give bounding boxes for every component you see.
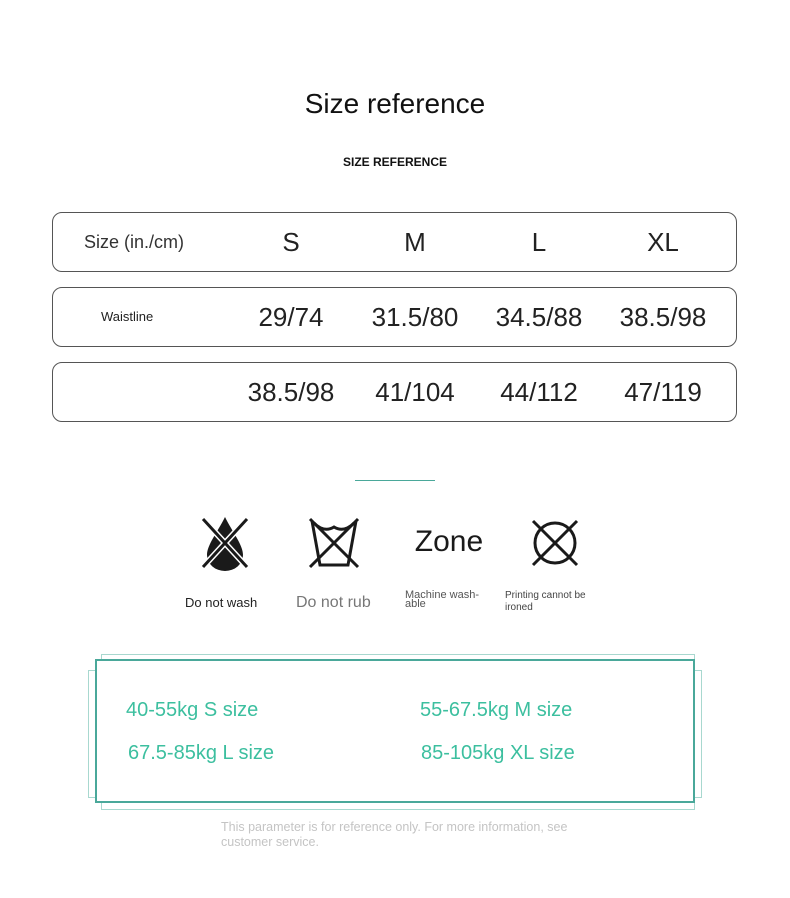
page-subtitle: SIZE REFERENCE [342, 155, 447, 169]
table-cell: 44/112 [500, 377, 578, 407]
header-size: L [531, 227, 547, 257]
weight-frame [95, 659, 695, 803]
care-label: Machine wash-able [405, 589, 479, 610]
reference-note: This parameter is for reference only. Fo… [221, 820, 568, 849]
weight-size: 40-55kg S size [126, 699, 259, 721]
care-label: Do not wash [185, 595, 258, 610]
table-cell: 38.5/98 [619, 302, 707, 332]
table-cell: 31.5/80 [371, 302, 459, 332]
care-label: Do not rub [296, 594, 371, 611]
zone-text: Zone [414, 525, 484, 558]
no-circle-x-icon [531, 519, 579, 567]
header-size: S [282, 227, 300, 257]
no-handwash-basin-icon [308, 517, 360, 569]
page-title: Size reference [304, 88, 486, 119]
header-size: M [404, 227, 426, 257]
weight-size: 67.5-85kg L size [128, 742, 275, 764]
table-cell: 34.5/88 [495, 302, 583, 332]
table-cell: 38.5/98 [247, 377, 335, 407]
table-row: Waistline 29/74 31.5/80 34.5/88 38.5/98 [52, 287, 737, 347]
table-cell: 41/104 [375, 377, 455, 407]
table-header-row: Size (in./cm) S M L XL [52, 212, 737, 272]
care-label: Printing cannot be ironed [505, 590, 586, 613]
header-size: XL [647, 227, 679, 257]
divider [355, 480, 435, 481]
weight-size: 85-105kg XL size [421, 742, 575, 764]
table-cell: 29/74 [258, 302, 324, 332]
weight-size: 55-67.5kg M size [420, 699, 573, 721]
row-label: Waistline [101, 309, 154, 324]
no-water-drop-icon [200, 516, 250, 571]
header-label: Size (in./cm) [84, 232, 185, 252]
table-cell: 47/119 [624, 377, 702, 407]
table-row: 38.5/98 41/104 44/112 47/119 [52, 362, 737, 422]
